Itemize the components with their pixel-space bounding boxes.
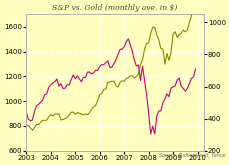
Title: S&P vs. Gold (monthly ave. in $): S&P vs. Gold (monthly ave. in $)	[52, 4, 177, 12]
Text: Source: BullionVault, Yahoo: Source: BullionVault, Yahoo	[158, 153, 224, 158]
